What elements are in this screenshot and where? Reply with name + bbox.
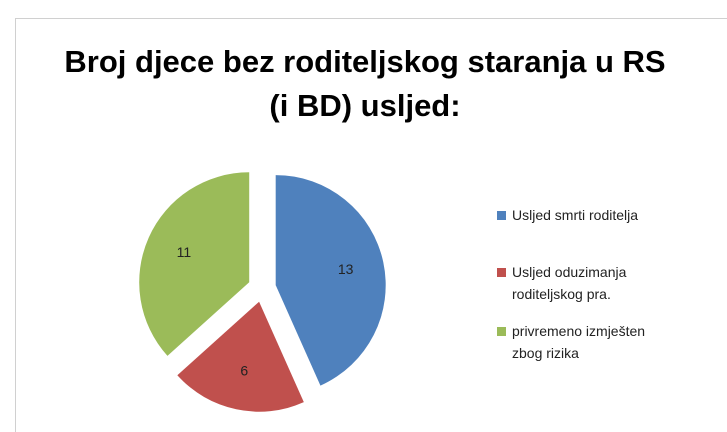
pie-slice	[275, 175, 386, 386]
data-label: 6	[240, 362, 248, 378]
pie-slice	[177, 301, 304, 412]
data-label: 11	[177, 244, 192, 260]
frame	[15, 18, 727, 432]
legend-swatch	[497, 268, 506, 277]
legend-label: Usljed oduzimanja roditeljskog pra.	[512, 264, 627, 302]
pie-slice	[139, 172, 250, 356]
legend-swatch	[497, 211, 506, 220]
legend-item: Usljed smrti roditelja	[497, 204, 667, 226]
chart-title: Broj djece bez roditeljskog staranja u R…	[64, 44, 666, 123]
legend-item: Usljed oduzimanja roditeljskog pra.	[497, 261, 667, 305]
legend-item: privremeno izmješten zbog rizika	[497, 320, 667, 364]
legend-label: privremeno izmješten zbog rizika	[512, 323, 646, 361]
legend-label: Usljed smrti roditelja	[512, 207, 639, 223]
data-label: 13	[338, 261, 354, 277]
legend-swatch	[497, 327, 506, 336]
